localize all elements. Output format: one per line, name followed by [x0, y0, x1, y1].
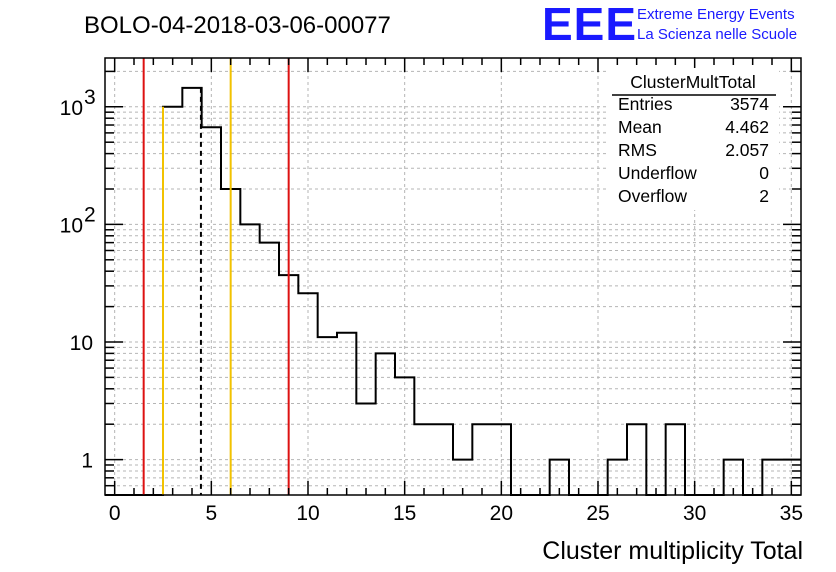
y-tick-label-exponent: 3 [84, 86, 96, 109]
stats-row-value: 2.057 [725, 140, 769, 160]
stats-row-label: Mean [618, 117, 662, 137]
y-tick-label: 10 [70, 332, 93, 355]
x-tick-label: 30 [683, 502, 706, 525]
y-tick-label-exponent: 2 [84, 203, 96, 226]
y-tick-label-base: 10 [60, 214, 83, 237]
chart-title: BOLO-04-2018-03-06-00077 [84, 12, 391, 39]
y-tick-label-base: 10 [60, 97, 83, 120]
eee-logo: EEE Extreme Energy Events La Scienza nel… [542, 0, 797, 50]
x-tick-label: 20 [490, 502, 513, 525]
y-tick-label: 10 [60, 97, 83, 120]
x-axis-title: Cluster multiplicity Total [542, 537, 803, 565]
y-tick-label-base: 10 [70, 332, 93, 355]
x-tick-label: 0 [109, 502, 121, 525]
x-tick-label: 5 [205, 502, 217, 525]
stats-row-value: 3574 [730, 94, 769, 114]
x-tick-label: 15 [393, 502, 416, 525]
stats-row-value: 0 [759, 163, 769, 183]
y-tick-label: 1 [81, 450, 93, 473]
y-tick-label-base: 1 [81, 450, 93, 473]
plot-frame-border [104, 57, 802, 496]
stats-row-label: Entries [618, 94, 673, 114]
x-tick-label: 25 [586, 502, 609, 525]
y-tick-label: 10 [60, 214, 83, 237]
stats-row-label: Underflow [618, 163, 697, 183]
eee-logo-line1: Extreme Energy Events [637, 6, 795, 23]
stats-row-value: 2 [759, 186, 769, 206]
stats-box-background [607, 68, 779, 210]
x-tick-label: 35 [780, 502, 803, 525]
stats-box: ClusterMultTotal Entries 3574 Mean 4.462 RMS… [607, 68, 779, 210]
stats-row-label: RMS [618, 140, 657, 160]
stats-box-title: ClusterMultTotal [630, 72, 755, 92]
eee-logo-line2: La Scienza nelle Scuole [637, 26, 797, 43]
eee-logo-mark: EEE [542, 0, 637, 50]
plot-frame [104, 57, 802, 496]
stats-row-value: 4.462 [725, 117, 769, 137]
x-tick-label: 10 [296, 502, 319, 525]
marker-lines [142, 58, 290, 495]
stats-row-label: Overflow [618, 186, 687, 206]
